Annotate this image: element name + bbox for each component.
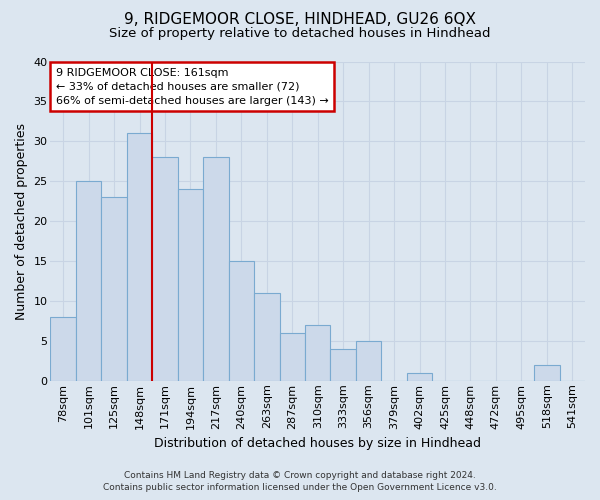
Bar: [534, 365, 560, 381]
Bar: [229, 261, 254, 381]
Bar: [305, 325, 331, 381]
Bar: [152, 158, 178, 381]
Bar: [50, 317, 76, 381]
Bar: [127, 134, 152, 381]
Text: 9 RIDGEMOOR CLOSE: 161sqm
← 33% of detached houses are smaller (72)
66% of semi-: 9 RIDGEMOOR CLOSE: 161sqm ← 33% of detac…: [56, 68, 329, 106]
Bar: [203, 158, 229, 381]
Bar: [407, 373, 432, 381]
Bar: [280, 333, 305, 381]
Text: Contains HM Land Registry data © Crown copyright and database right 2024.
Contai: Contains HM Land Registry data © Crown c…: [103, 471, 497, 492]
Bar: [356, 341, 382, 381]
Text: 9, RIDGEMOOR CLOSE, HINDHEAD, GU26 6QX: 9, RIDGEMOOR CLOSE, HINDHEAD, GU26 6QX: [124, 12, 476, 28]
Bar: [178, 189, 203, 381]
Bar: [101, 197, 127, 381]
Bar: [254, 293, 280, 381]
Bar: [331, 349, 356, 381]
Bar: [76, 181, 101, 381]
Text: Size of property relative to detached houses in Hindhead: Size of property relative to detached ho…: [109, 28, 491, 40]
X-axis label: Distribution of detached houses by size in Hindhead: Distribution of detached houses by size …: [154, 437, 481, 450]
Y-axis label: Number of detached properties: Number of detached properties: [15, 122, 28, 320]
